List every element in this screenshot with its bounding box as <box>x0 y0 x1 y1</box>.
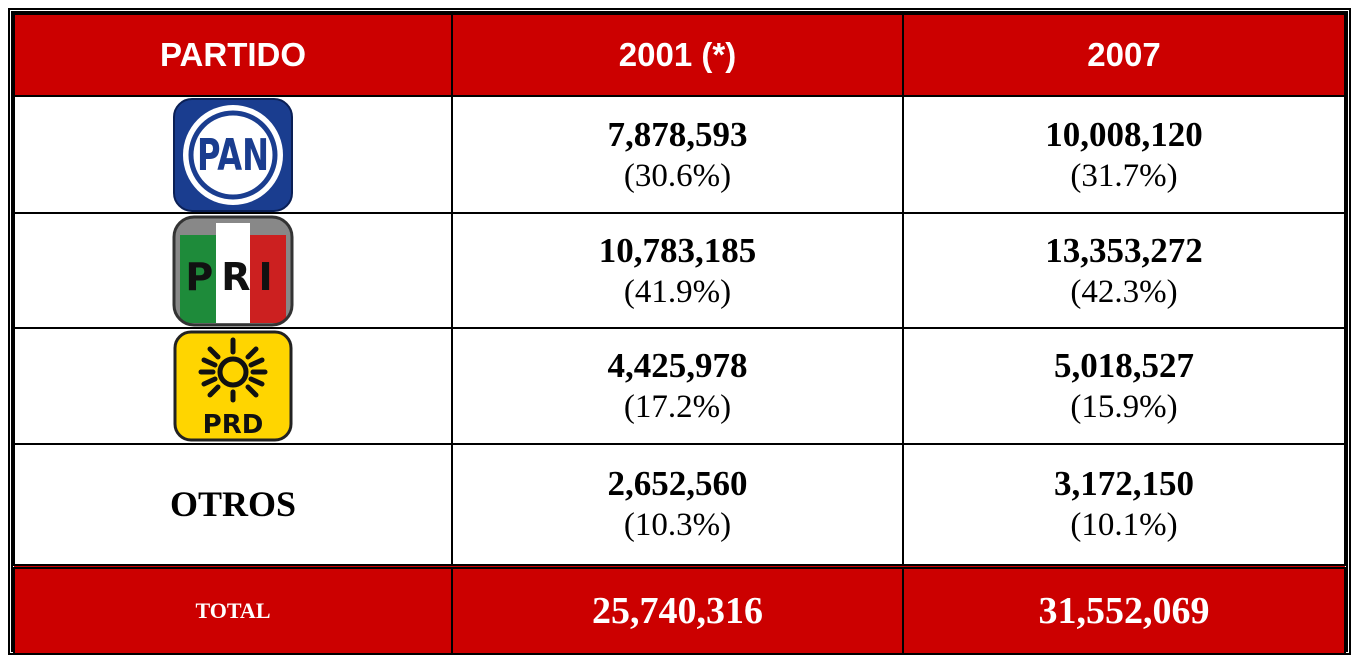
logo-cell: PRD <box>13 327 453 445</box>
cell: 13,353,272 (42.3%) <box>902 212 1346 329</box>
total-value: 31,552,069 <box>902 565 1346 655</box>
header-cell: 2007 <box>902 13 1346 97</box>
row: PRI 10,783,185 (41.9%) 13,353,272 (42.3%) <box>13 212 1346 329</box>
cell: 2,652,560 (10.3%) <box>451 443 904 567</box>
cell: 10,783,185 (41.9%) <box>451 212 904 329</box>
share: (10.1%) <box>1070 507 1178 544</box>
header-cell: 2001 (*) <box>451 13 904 97</box>
cell: 3,172,150 (10.1%) <box>902 443 1346 567</box>
votes: 4,425,978 <box>607 346 748 385</box>
header-row: PARTIDO 2001 (*) 2007 <box>13 13 1346 97</box>
votes: 13,353,272 <box>1045 230 1203 270</box>
row: PRD 4,425,978 (17.2%) 5,018,527 (15.9%) <box>13 327 1346 445</box>
votes: 3,172,150 <box>1054 464 1194 504</box>
share: (17.2%) <box>623 389 732 425</box>
results-table: PARTIDO 2001 (*) 2007 PAN 7,878,593 (30.6… <box>13 13 1346 655</box>
votes: 5,018,527 <box>1054 346 1194 385</box>
share: (41.9%) <box>623 273 732 310</box>
header-cell: PARTIDO <box>13 13 453 97</box>
cell: 4,425,978 (17.2%) <box>451 327 904 445</box>
votes: 7,878,593 <box>607 114 748 154</box>
total-row: TOTAL 25,740,316 31,552,069 <box>13 565 1346 655</box>
logo-cell: PAN <box>13 95 453 214</box>
share: (42.3%) <box>1070 273 1178 310</box>
share: (31.7%) <box>1070 157 1178 194</box>
cell: 7,878,593 (30.6%) <box>451 95 904 214</box>
cell: 10,008,120 (31.7%) <box>902 95 1346 214</box>
party-name: OTROS <box>13 443 453 567</box>
table-frame: PARTIDO 2001 (*) 2007 PAN 7,878,593 (30.6… <box>8 8 1351 655</box>
votes: 10,783,185 <box>598 230 757 270</box>
logo-text: PAN <box>197 130 269 181</box>
prd-logo: PRD <box>173 330 293 442</box>
votes: 10,008,120 <box>1045 114 1203 154</box>
logo-text: PRD <box>203 410 264 440</box>
share: (30.6%) <box>623 157 732 194</box>
share: (10.3%) <box>623 507 732 544</box>
row: OTROS 2,652,560 (10.3%) 3,172,150 (10.1%) <box>13 443 1346 567</box>
pri-logo: PRI <box>172 215 294 326</box>
pan-logo: PAN <box>173 97 293 212</box>
logo-text: PRI <box>185 255 280 299</box>
total-value: 25,740,316 <box>451 565 904 655</box>
logo-cell: PRI <box>13 212 453 329</box>
total-label: TOTAL <box>13 565 453 655</box>
share: (15.9%) <box>1070 389 1178 425</box>
votes: 2,652,560 <box>607 464 748 504</box>
cell: 5,018,527 (15.9%) <box>902 327 1346 445</box>
row: PAN 7,878,593 (30.6%) 10,008,120 (31.7%) <box>13 95 1346 214</box>
